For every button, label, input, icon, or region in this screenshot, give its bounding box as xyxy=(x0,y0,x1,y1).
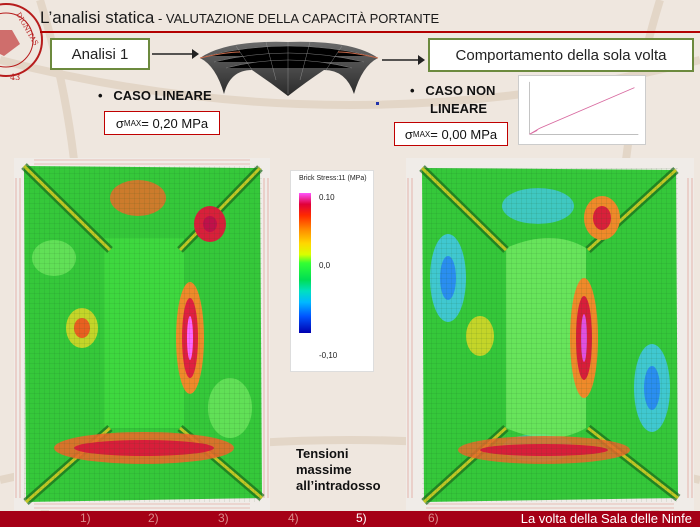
nonlinear-case-text-1: CASO NON xyxy=(425,83,496,98)
footer-page-5-current[interactable]: 5) xyxy=(356,511,367,525)
vault-3d-mesh-image xyxy=(199,41,379,96)
stress-color-legend: Brick Stress:11 (MPa) 0.10 0,0 -0,10 xyxy=(290,170,374,372)
legend-tick-zero: 0,0 xyxy=(319,261,331,270)
linear-case-text: CASO LINEARE xyxy=(113,88,212,103)
footer-page-1[interactable]: 1) xyxy=(80,511,91,525)
caption-line-1: Tensioni xyxy=(296,446,349,461)
sigma-sub: MAX xyxy=(412,129,431,139)
nonlinear-case-text-2: LINEARE xyxy=(430,101,488,116)
stress-map-nonlinear xyxy=(406,158,694,510)
dot-marker xyxy=(376,102,379,105)
legend-title: Brick Stress:11 (MPa) xyxy=(299,175,367,182)
caption-line-3: all’intradosso xyxy=(296,478,381,493)
load-displacement-curve-thumbnail xyxy=(518,75,646,145)
title-sub: VALUTAZIONE DELLA CAPACITÀ PORTANTE xyxy=(165,11,440,26)
arrow-right-icon xyxy=(152,49,199,59)
sigma-value: = 0,20 MPa xyxy=(141,115,209,131)
footer-bar: 1) 2) 3) 4) 5) 6) La volta della Sala de… xyxy=(0,511,700,527)
caption-max-stresses: Tensioni massime all’intradosso xyxy=(296,446,381,494)
footer-page-2[interactable]: 2) xyxy=(148,511,159,525)
arrow-right-icon xyxy=(382,55,425,65)
svg-text:43: 43 xyxy=(10,73,20,82)
footer-title: La volta della Sala delle Ninfe xyxy=(520,511,692,526)
university-seal-logo: DIGNITAS 43 xyxy=(0,3,43,82)
footer-page-6[interactable]: 6) xyxy=(428,511,439,525)
page-title: L’analisi statica - VALUTAZIONE DELLA CA… xyxy=(40,8,439,30)
behavior-box: Comportamento della sola volta xyxy=(428,38,694,72)
caption-line-2: massime xyxy=(296,462,352,477)
sigma-symbol: σ xyxy=(115,115,124,131)
footer-page-3[interactable]: 3) xyxy=(218,511,229,525)
sigma-value: = 0,00 MPa xyxy=(430,126,498,142)
footer-page-4[interactable]: 4) xyxy=(288,511,299,525)
sigma-symbol: σ xyxy=(404,126,413,142)
title-separator: - xyxy=(154,11,166,26)
legend-tick-min: -0,10 xyxy=(319,351,338,360)
stress-map-linear xyxy=(14,158,270,510)
linear-sigma-max-box: σ MAX = 0,20 MPa xyxy=(104,111,220,135)
nonlinear-case-label: • CASO NON LINEARE xyxy=(410,83,496,116)
nonlinear-sigma-max-box: σ MAX = 0,00 MPa xyxy=(394,122,508,146)
legend-color-bar xyxy=(299,193,311,333)
legend-tick-max: 0.10 xyxy=(319,193,335,202)
linear-case-label: • CASO LINEARE xyxy=(98,88,212,103)
sigma-sub: MAX xyxy=(123,118,142,128)
analysis-box: Analisi 1 xyxy=(50,38,150,70)
title-main: L’analisi statica xyxy=(40,8,155,27)
title-underline xyxy=(40,31,700,33)
